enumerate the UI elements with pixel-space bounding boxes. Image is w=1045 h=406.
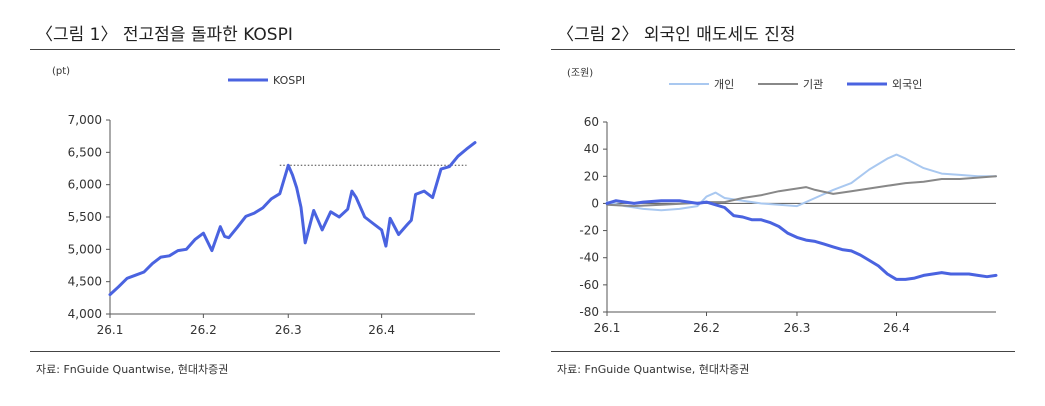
c2-x-tick-label: 26.2 bbox=[693, 321, 720, 335]
c1-y-tick-label: 4,000 bbox=[68, 307, 102, 321]
c2-y-tick-label: 0 bbox=[591, 196, 599, 210]
c2-legend-label-0: 개인 bbox=[714, 78, 734, 91]
c2-x-tick-label: 26.3 bbox=[784, 321, 811, 335]
c1-legend-label-0: KOSPI bbox=[273, 74, 305, 87]
c2-y-tick-label: 60 bbox=[584, 115, 599, 129]
figure1-title: 〈그림 1〉 전고점을 돌파한 KOSPI bbox=[36, 25, 293, 45]
c1-x-tick-label: 26.2 bbox=[190, 323, 217, 337]
c1-y-tick-label: 6,000 bbox=[68, 178, 102, 192]
c2-unit-label: (조원) bbox=[567, 67, 593, 79]
kospi-chart: (pt) 4,000 4,500 5,000 5,500 6,000 6,500 7,000 2… bbox=[52, 66, 477, 337]
c1-y-tick-label: 5,000 bbox=[68, 242, 102, 256]
c2-y-tick-label: -40 bbox=[579, 251, 599, 265]
figure2-title-rule bbox=[551, 49, 1015, 50]
figure1-source: 자료: FnGuide Quantwise, 현대차증권 bbox=[36, 363, 229, 376]
c2-y-tick-label: -20 bbox=[579, 224, 599, 238]
figure1-bottom-rule bbox=[30, 351, 500, 352]
figure2-title: 〈그림 2〉 외국인 매도세도 진정 bbox=[557, 25, 796, 45]
c1-y-tick-label: 4,500 bbox=[68, 275, 102, 289]
c2-y-tick-label: 20 bbox=[584, 169, 599, 183]
c1-y-tick-label: 5,500 bbox=[68, 210, 102, 224]
c2-y-tick-label: 40 bbox=[584, 142, 599, 156]
c2-legend-label-1: 기관 bbox=[803, 78, 823, 91]
c1-x-tick-label: 26.3 bbox=[275, 323, 302, 337]
c1-series-line-0 bbox=[108, 141, 477, 297]
figure2-bottom-rule bbox=[551, 351, 1015, 352]
c2-legend-label-2: 외국인 bbox=[892, 78, 922, 91]
figure2-source: 자료: FnGuide Quantwise, 현대차증권 bbox=[557, 363, 750, 376]
investor-flow-chart: (조원) -80 -60 -40 -20 0 20 40 60 26.1 26.2 26.3 26.4 개… bbox=[567, 67, 998, 335]
c2-y-tick-label: -60 bbox=[579, 278, 599, 292]
c1-x-tick-label: 26.1 bbox=[97, 323, 124, 337]
c2-x-tick-label: 26.4 bbox=[883, 321, 910, 335]
c1-unit-label: (pt) bbox=[52, 66, 70, 77]
c2-x-tick-label: 26.1 bbox=[594, 321, 621, 335]
c1-y-tick-label: 6,500 bbox=[68, 145, 102, 159]
c1-x-tick-label: 26.4 bbox=[368, 323, 395, 337]
c2-y-tick-label: -80 bbox=[579, 305, 599, 319]
c1-y-tick-label: 7,000 bbox=[68, 113, 102, 127]
c2-series-line-0 bbox=[606, 153, 997, 212]
figure1-title-rule bbox=[30, 49, 500, 50]
c2-series-line-2 bbox=[605, 199, 998, 281]
